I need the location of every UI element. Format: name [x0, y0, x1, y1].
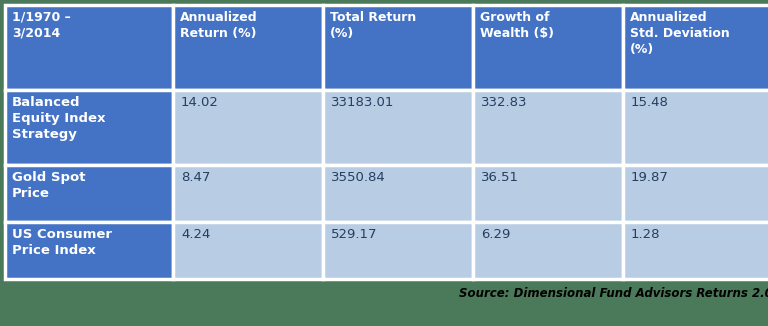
Text: Total Return
(%): Total Return (%) [330, 11, 416, 40]
Text: Balanced
Equity Index
Strategy: Balanced Equity Index Strategy [12, 96, 105, 141]
Text: US Consumer
Price Index: US Consumer Price Index [12, 228, 112, 257]
Bar [173, 222, 323, 279]
Bar [323, 5, 473, 90]
Bar [173, 90, 323, 165]
Bar [473, 90, 623, 165]
Text: 36.51: 36.51 [481, 171, 519, 184]
Text: Annualized
Std. Deviation
(%): Annualized Std. Deviation (%) [630, 11, 730, 56]
Text: Source: Dimensional Fund Advisors Returns 2.0: Source: Dimensional Fund Advisors Return… [459, 287, 768, 300]
Bar [5, 165, 173, 222]
Bar [323, 165, 473, 222]
Text: 14.02: 14.02 [181, 96, 219, 109]
Bar [473, 222, 623, 279]
Bar [623, 90, 768, 165]
Text: 4.24: 4.24 [181, 228, 210, 241]
Bar [5, 90, 173, 165]
Text: 33183.01: 33183.01 [331, 96, 395, 109]
Bar [5, 222, 173, 279]
Text: 1/1970 –
3/2014: 1/1970 – 3/2014 [12, 11, 71, 40]
Text: 19.87: 19.87 [631, 171, 669, 184]
Text: 6.29: 6.29 [481, 228, 511, 241]
Bar [473, 165, 623, 222]
Text: Growth of
Wealth ($): Growth of Wealth ($) [480, 11, 554, 40]
Bar [473, 5, 623, 90]
Text: 529.17: 529.17 [331, 228, 378, 241]
Bar [323, 222, 473, 279]
Bar [623, 165, 768, 222]
Bar [173, 165, 323, 222]
Text: Annualized
Return (%): Annualized Return (%) [180, 11, 257, 40]
Text: 8.47: 8.47 [181, 171, 210, 184]
Text: 3550.84: 3550.84 [331, 171, 386, 184]
Bar [5, 5, 173, 90]
Text: 15.48: 15.48 [631, 96, 669, 109]
Bar [623, 5, 768, 90]
Bar [173, 5, 323, 90]
Text: 1.28: 1.28 [631, 228, 660, 241]
Text: Gold Spot
Price: Gold Spot Price [12, 171, 85, 200]
Text: 332.83: 332.83 [481, 96, 528, 109]
Bar [623, 222, 768, 279]
Bar [323, 90, 473, 165]
